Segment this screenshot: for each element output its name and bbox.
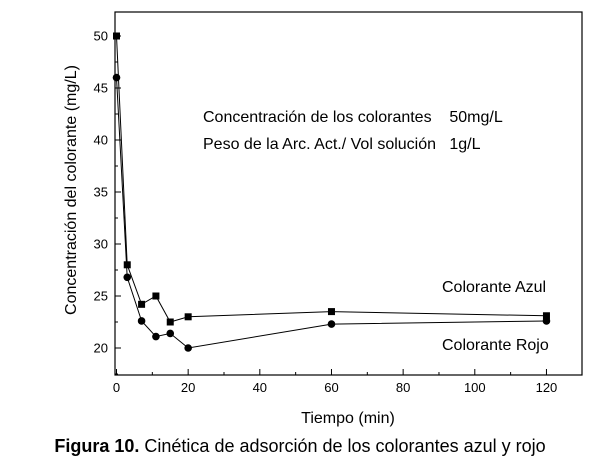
legend-label-rojo: Colorante Rojo xyxy=(442,337,549,354)
legend-label-azul: Colorante Azul xyxy=(442,279,546,296)
y-tick-label: 35 xyxy=(94,185,108,200)
data-point xyxy=(138,300,146,308)
x-tick-label: 0 xyxy=(113,380,120,395)
annotation-line-1: Concentración de los colorantes 50mg/L xyxy=(203,109,503,126)
y-tick-label: 45 xyxy=(94,81,108,96)
data-point xyxy=(112,73,121,82)
data-point xyxy=(542,317,551,325)
caption-label: Figura 10. xyxy=(54,436,140,456)
x-tick-label: 120 xyxy=(536,380,558,395)
figure-caption: Figura 10. Cinética de adsorción de los … xyxy=(0,436,600,457)
y-tick-label: 30 xyxy=(94,237,108,252)
plot-frame xyxy=(114,11,583,376)
series-azul xyxy=(113,32,550,326)
y-tick-label: 20 xyxy=(94,341,108,356)
y-tick-label: 40 xyxy=(94,133,108,148)
series-line xyxy=(116,77,547,349)
data-point xyxy=(327,320,336,328)
y-tick-label: 25 xyxy=(94,289,108,304)
data-point xyxy=(113,32,120,40)
data-point xyxy=(327,308,335,316)
data-point xyxy=(123,273,132,282)
series-rojo xyxy=(112,73,551,352)
y-tick-label: 50 xyxy=(94,29,108,44)
x-axis-title: Tiempo (min) xyxy=(301,410,395,427)
caption-text: Cinética de adsorción de los colorantes … xyxy=(144,436,546,456)
data-point xyxy=(166,318,174,326)
x-tick-label: 60 xyxy=(324,380,338,395)
series-layer xyxy=(112,32,551,352)
x-tick-label: 100 xyxy=(464,380,486,395)
x-tick-label: 80 xyxy=(396,380,410,395)
x-tick-label: 40 xyxy=(253,380,267,395)
data-point xyxy=(184,313,192,321)
data-point xyxy=(137,317,146,325)
data-point xyxy=(542,312,550,320)
y-axis-title: Concentración del colorante (mg/L) xyxy=(63,65,80,315)
series-line xyxy=(116,35,547,323)
x-axis: 0 20 40 60 80 100 120 xyxy=(113,369,557,395)
data-point xyxy=(152,292,160,300)
data-point xyxy=(184,344,192,352)
data-point xyxy=(123,261,131,269)
x-tick-label: 20 xyxy=(181,380,195,395)
data-point xyxy=(152,332,160,341)
data-point xyxy=(166,329,175,338)
y-axis: 20 25 30 35 40 45 50 xyxy=(94,29,121,375)
annotation-line-2: Peso de la Arc. Act./ Vol solución 1g/L xyxy=(203,136,481,153)
